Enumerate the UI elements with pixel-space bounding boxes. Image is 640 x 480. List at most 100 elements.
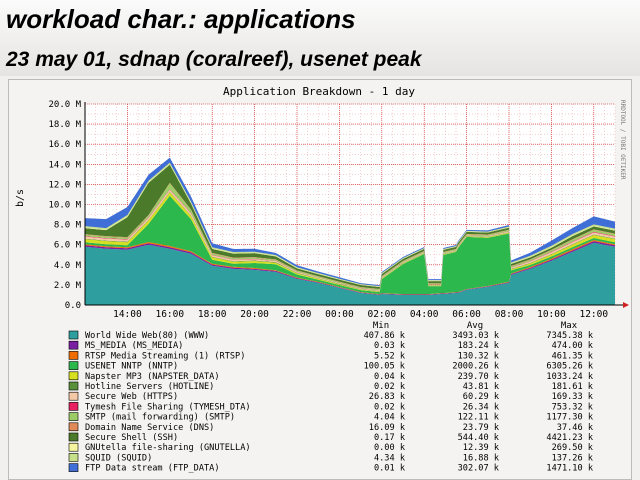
x-tick-label: 00:00 <box>325 309 354 320</box>
slide-subtitle: 23 may 01, sdnap (coralreef), usenet pea… <box>6 48 422 71</box>
slide-title-band <box>0 0 640 76</box>
x-tick-label: 04:00 <box>410 309 439 320</box>
x-tick-label: 16:00 <box>155 309 184 320</box>
legend-value-max: 6305.26 k <box>546 362 593 372</box>
x-axis-arrow <box>623 302 629 308</box>
legend-value-min: 5.52 k <box>374 351 406 361</box>
legend-series-name: Napster MP3 (NAPSTER_DATA) <box>85 372 220 382</box>
legend-series-name: FTP Data stream (FTP_DATA) <box>85 464 220 474</box>
y-tick-label: 0.0 <box>65 301 81 311</box>
slide-title: workload char.: applications <box>6 4 356 34</box>
y-tick-label: 16.0 M <box>48 140 81 150</box>
x-tick-label: 06:00 <box>452 309 481 320</box>
legend-header-avg: Avg <box>467 321 483 331</box>
y-tick-label: 12.0 M <box>48 180 81 190</box>
area-series-0 <box>85 242 615 305</box>
legend-value-max: 1471.10 k <box>546 464 593 474</box>
legend-value-max: 269.50 k <box>552 443 594 453</box>
x-tick-label: 10:00 <box>537 309 566 320</box>
legend-series-name: Tymesh File Sharing (TYMESH_DTA) <box>85 402 251 412</box>
legend-value-min: 0.04 k <box>374 372 406 382</box>
chart-areas <box>85 157 615 305</box>
legend-series-name: MS_MEDIA (MS_MEDIA) <box>85 341 183 351</box>
legend-swatch <box>68 412 79 421</box>
y-axis-label: b/s <box>15 189 26 207</box>
y-tick-label: 14.0 M <box>48 160 81 170</box>
legend-value-max: 474.00 k <box>552 341 594 351</box>
x-tick-label: 08:00 <box>495 309 524 320</box>
y-tick-label: 8.0 M <box>54 221 82 231</box>
legend-value-avg: 183.24 k <box>458 341 500 351</box>
legend-swatch <box>68 381 79 391</box>
legend-value-max: 753.32 k <box>552 402 594 412</box>
legend-swatch <box>68 351 79 360</box>
legend-value-max: 169.33 k <box>552 392 594 402</box>
legend-swatch <box>68 371 79 381</box>
legend-swatch <box>68 422 79 432</box>
y-tick-labels: 0.0 2.0 M 4.0 M 6.0 M 8.0 M 10.0 M 12.0 M 14.0 … <box>48 100 81 311</box>
legend-value-avg: 302.07 k <box>458 464 500 474</box>
chart-panel: Application Breakdown - 1 day b/s RRDTOO… <box>8 79 632 480</box>
legend-swatch <box>68 402 79 411</box>
chart-axes <box>84 102 629 308</box>
x-tick-labels: 14:00 16:00 18:00 20:00 22:00 00:00 02:00 04:00… <box>113 309 608 320</box>
legend-value-avg: 23.79 k <box>463 423 500 433</box>
legend-value-avg: 43.81 k <box>463 382 500 392</box>
legend-value-max: 1177.30 k <box>546 413 593 423</box>
legend-swatch <box>68 463 79 472</box>
y-tick-label: 6.0 M <box>54 241 82 251</box>
area-series-2 <box>85 239 615 295</box>
rrdtool-side-label: RRDTOOL / TOBI OETIKER <box>619 100 626 180</box>
legend-series-name: Secure Shell (SSH) <box>85 433 178 443</box>
legend-value-max: 1033.24 k <box>546 372 593 382</box>
legend-value-max: 181.61 k <box>552 382 594 392</box>
legend-value-min: 0.17 k <box>374 433 406 443</box>
legend-value-max: 37.46 k <box>557 423 594 433</box>
legend-series-name: RTSP Media Streaming (1) (RTSP) <box>85 351 245 361</box>
legend-header-min: Min <box>373 321 389 331</box>
x-tick-label: 02:00 <box>367 309 396 320</box>
y-tick-label: 20.0 M <box>48 100 81 110</box>
y-tick-label: 10.0 M <box>48 201 81 211</box>
legend-value-max: 461.35 k <box>552 351 594 361</box>
legend-series-name: Secure Web (HTTPS) <box>85 392 178 402</box>
chart-legend: Min Avg Max World Wide Web(80) (WWW) 407.86 … <box>68 321 594 474</box>
legend-header-max: Max <box>561 321 578 331</box>
legend-value-max: 4421.23 k <box>546 433 593 443</box>
legend-value-min: 407.86 k <box>364 331 406 341</box>
legend-value-avg: 12.39 k <box>463 443 500 453</box>
legend-value-min: 100.05 k <box>364 362 406 372</box>
legend-series-name: Domain Name Service (DNS) <box>85 423 214 433</box>
legend-series-name: Hotline Servers (HOTLINE) <box>85 382 214 392</box>
legend-value-min: 4.04 k <box>374 413 406 423</box>
legend-value-min: 4.34 k <box>374 453 406 463</box>
area-series-1 <box>85 241 615 295</box>
legend-value-min: 0.02 k <box>374 402 406 412</box>
legend-value-min: 0.03 k <box>374 341 406 351</box>
legend-swatch <box>68 340 79 350</box>
chart-title: Application Breakdown - 1 day <box>223 85 415 98</box>
y-tick-label: 4.0 M <box>54 261 82 271</box>
x-tick-label: 22:00 <box>283 309 312 320</box>
legend-swatch <box>68 391 79 401</box>
x-tick-label: 18:00 <box>198 309 227 320</box>
area-series-3 <box>85 195 615 295</box>
legend-value-avg: 3493.03 k <box>452 331 499 341</box>
y-tick-label: 2.0 M <box>54 281 82 291</box>
x-tick-label: 20:00 <box>240 309 269 320</box>
legend-swatch <box>68 330 79 340</box>
legend-swatch <box>68 432 79 442</box>
legend-value-avg: 2000.26 k <box>452 362 499 372</box>
legend-value-min: 26.83 k <box>369 392 406 402</box>
x-tick-label: 14:00 <box>113 309 142 320</box>
legend-value-min: 0.02 k <box>374 382 406 392</box>
legend-value-min: 16.09 k <box>369 423 406 433</box>
legend-value-min: 0.01 k <box>374 464 406 474</box>
legend-value-avg: 122.11 k <box>458 413 500 423</box>
y-tick-label: 18.0 M <box>48 120 81 130</box>
x-tick-label: 12:00 <box>579 309 608 320</box>
legend-value-avg: 16.88 k <box>463 453 500 463</box>
legend-value-avg: 26.34 k <box>463 402 500 412</box>
legend-series-name: SQUID (SQUID) <box>85 453 152 463</box>
legend-series-name: SMTP (mail forwarding) (SMTP) <box>85 413 235 423</box>
